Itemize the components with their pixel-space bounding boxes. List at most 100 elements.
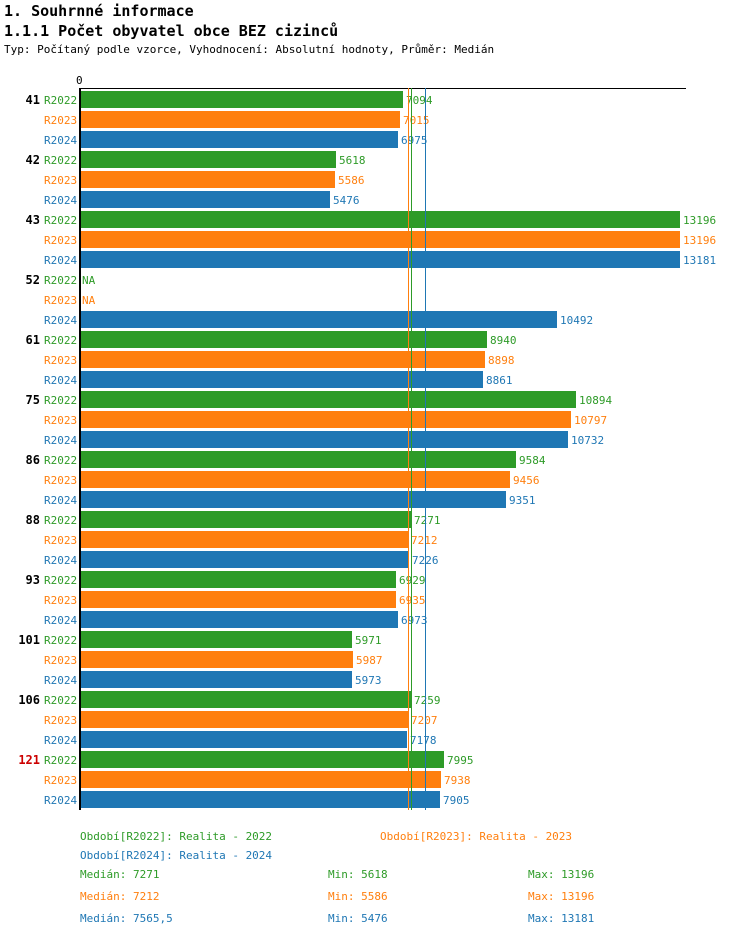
bar-value-86-r2022: 9584 xyxy=(519,454,546,467)
bar-value-na: NA xyxy=(82,274,96,287)
bar-41-r2024 xyxy=(81,131,398,148)
bar-value-101-r2022: 5971 xyxy=(355,634,382,647)
bar-value-43-r2022: 13196 xyxy=(683,214,717,227)
series-label-r2024: R2024 xyxy=(44,794,78,807)
bar-value-61-r2024: 8861 xyxy=(486,374,513,387)
bar-value-86-r2024: 9351 xyxy=(509,494,536,507)
legend-stat-max-2: Max: 13181 xyxy=(528,912,595,925)
series-label-r2023: R2023 xyxy=(44,354,78,367)
group-label-42: 42 xyxy=(25,153,40,167)
series-label-r2024: R2024 xyxy=(44,674,78,687)
axis-horizontal xyxy=(79,88,686,89)
bar-value-106-r2023: 7207 xyxy=(411,714,438,727)
reference-line-median-r2024 xyxy=(425,88,426,810)
bar-value-93-r2022: 6929 xyxy=(399,574,426,587)
bar-value-na: NA xyxy=(82,294,96,307)
legend-entry-2: Období[R2024]: Realita - 2024 xyxy=(80,849,273,862)
bar-121-r2022 xyxy=(81,751,444,768)
group-label-101: 101 xyxy=(18,633,40,647)
bar-61-r2023 xyxy=(81,351,485,368)
series-label-r2023: R2023 xyxy=(44,714,78,727)
series-label-r2023: R2023 xyxy=(44,534,78,547)
series-label-r2022: R2022 xyxy=(44,754,78,767)
group-label-88: 88 xyxy=(25,513,40,527)
bar-106-r2024 xyxy=(81,731,407,748)
group-label-86: 86 xyxy=(25,453,40,467)
bar-43-r2023 xyxy=(81,231,680,248)
bar-42-r2023 xyxy=(81,171,335,188)
axis-vertical xyxy=(79,88,81,810)
series-label-r2024: R2024 xyxy=(44,614,78,627)
series-label-r2024: R2024 xyxy=(44,374,78,387)
series-label-r2022: R2022 xyxy=(44,274,78,287)
bar-121-r2023 xyxy=(81,771,441,788)
bar-43-r2024 xyxy=(81,251,680,268)
series-label-r2023: R2023 xyxy=(44,654,78,667)
series-label-r2022: R2022 xyxy=(44,94,78,107)
series-label-r2024: R2024 xyxy=(44,134,78,147)
legend-stat-min-1: Min: 5586 xyxy=(328,890,388,903)
series-label-r2023: R2023 xyxy=(44,774,78,787)
legend-stat-min-2: Min: 5476 xyxy=(328,912,388,925)
axis-zero-label: 0 xyxy=(76,74,83,87)
bar-value-121-r2024: 7905 xyxy=(443,794,470,807)
bar-value-121-r2022: 7995 xyxy=(447,754,474,767)
bar-52-r2024 xyxy=(81,311,557,328)
page-title: 1.1.1 Počet obyvatel obce BEZ cizinců xyxy=(4,22,339,40)
series-label-r2023: R2023 xyxy=(44,294,78,307)
page-title-section: 1. Souhrnné informace xyxy=(4,2,194,20)
bar-value-41-r2023: 7015 xyxy=(403,114,430,127)
bar-value-86-r2023: 9456 xyxy=(513,474,540,487)
bar-value-75-r2024: 10732 xyxy=(571,434,605,447)
legend-stat-max-0: Max: 13196 xyxy=(528,868,595,881)
bar-chart: 0 41 R2022 7094 R2023 7015 R2024 6975 42 R2022 56… xyxy=(18,74,717,810)
bar-value-52-r2024: 10492 xyxy=(560,314,594,327)
bar-value-42-r2023: 5586 xyxy=(338,174,365,187)
bar-41-r2022 xyxy=(81,91,403,108)
legend-stat-min-0: Min: 5618 xyxy=(328,868,388,881)
bar-value-88-r2022: 7271 xyxy=(414,514,441,527)
bar-75-r2023 xyxy=(81,411,571,428)
series-label-r2023: R2023 xyxy=(44,474,78,487)
group-label-41: 41 xyxy=(25,93,40,107)
group-label-43: 43 xyxy=(25,213,40,227)
bar-value-61-r2023: 8898 xyxy=(488,354,515,367)
series-label-r2022: R2022 xyxy=(44,394,78,407)
legend-entry-0: Období[R2022]: Realita - 2022 xyxy=(80,830,273,843)
series-label-r2024: R2024 xyxy=(44,434,78,447)
bar-43-r2022 xyxy=(81,211,680,228)
bar-value-101-r2023: 5987 xyxy=(356,654,383,667)
series-label-r2024: R2024 xyxy=(44,494,78,507)
series-label-r2023: R2023 xyxy=(44,174,78,187)
series-label-r2024: R2024 xyxy=(44,194,78,207)
bar-86-r2022 xyxy=(81,451,516,468)
bar-75-r2022 xyxy=(81,391,576,408)
bar-42-r2022 xyxy=(81,151,336,168)
bar-value-93-r2023: 6935 xyxy=(399,594,426,607)
series-label-r2023: R2023 xyxy=(44,414,78,427)
bar-101-r2022 xyxy=(81,631,352,648)
series-label-r2024: R2024 xyxy=(44,314,78,327)
bar-value-106-r2024: 7178 xyxy=(410,734,437,747)
series-label-r2024: R2024 xyxy=(44,554,78,567)
group-label-52: 52 xyxy=(25,273,40,287)
series-label-r2022: R2022 xyxy=(44,634,78,647)
bar-value-42-r2024: 5476 xyxy=(333,194,360,207)
bar-value-41-r2022: 7094 xyxy=(406,94,433,107)
bar-61-r2024 xyxy=(81,371,483,388)
bar-93-r2024 xyxy=(81,611,398,628)
bar-88-r2024 xyxy=(81,551,409,568)
bar-value-43-r2024: 13181 xyxy=(683,254,717,267)
legend-stat-median-1: Medián: 7212 xyxy=(80,890,160,903)
bar-value-101-r2024: 5973 xyxy=(355,674,382,687)
group-label-75: 75 xyxy=(25,393,40,407)
group-label-106: 106 xyxy=(18,693,40,707)
bar-93-r2022 xyxy=(81,571,396,588)
bar-41-r2023 xyxy=(81,111,400,128)
group-label-93: 93 xyxy=(25,573,40,587)
bar-75-r2024 xyxy=(81,431,568,448)
bar-value-41-r2024: 6975 xyxy=(401,134,428,147)
legend-stat-max-1: Max: 13196 xyxy=(528,890,595,903)
bar-61-r2022 xyxy=(81,331,487,348)
bar-86-r2023 xyxy=(81,471,510,488)
